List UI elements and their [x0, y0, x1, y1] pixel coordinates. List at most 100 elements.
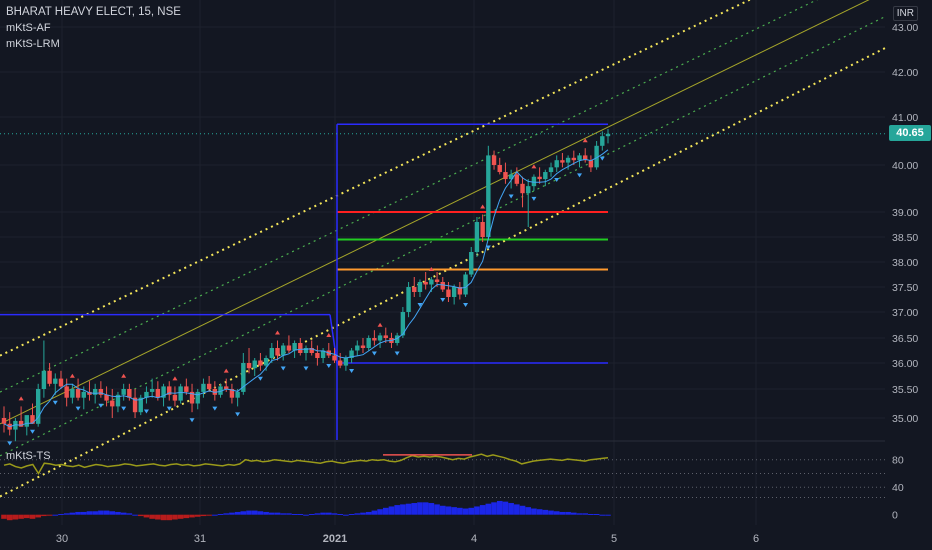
price-tick-label: 40.00	[892, 160, 918, 172]
time-axis[interactable]: 30 31 2021 4 5 6	[56, 533, 759, 545]
candle-up	[600, 136, 605, 146]
ts-tick-label: 0	[892, 510, 898, 522]
ts-histogram-bar	[63, 513, 70, 515]
ts-histogram-bar	[1, 514, 7, 519]
candle-down	[172, 394, 178, 401]
candle-down	[583, 155, 588, 161]
candle-down	[480, 222, 485, 237]
signal-arrow	[599, 156, 605, 161]
indicator-af-label[interactable]: mKtS-AF	[6, 22, 51, 34]
ts-histogram-bar	[377, 509, 383, 515]
candle-down	[98, 389, 104, 395]
ts-histogram-bar	[599, 514, 606, 516]
candle-up	[81, 391, 86, 398]
ts-histogram-bar	[132, 514, 138, 516]
ts-histogram-bar	[343, 514, 349, 516]
ts-histogram-bar	[525, 507, 532, 515]
candle-down	[229, 389, 235, 398]
indicator-lrm-label[interactable]: mKtS-LRM	[6, 38, 60, 50]
ts-histogram-bar	[451, 507, 457, 515]
candle-down	[132, 397, 138, 413]
ts-histogram-bar	[92, 511, 98, 515]
ts-histogram-bar	[86, 511, 93, 515]
ts-histogram-bar	[394, 505, 400, 515]
price-tick-label: 37.50	[892, 282, 918, 294]
candle-up	[149, 389, 155, 392]
candle-up	[377, 335, 383, 341]
signal-arrow	[235, 412, 241, 417]
candle-up	[366, 338, 371, 348]
ts-histogram-bar	[223, 513, 230, 515]
candle-down	[588, 160, 594, 168]
ts-histogram-bar	[263, 511, 269, 515]
candle-up	[35, 389, 41, 424]
ts-histogram-bar	[553, 511, 560, 515]
ts-histogram-bar	[422, 502, 429, 515]
candle-up	[218, 386, 223, 395]
ts-histogram-bar	[189, 514, 195, 518]
ts-histogram-bar	[23, 514, 30, 519]
ts-histogram-bar	[80, 511, 87, 515]
ts-histogram-bar	[280, 513, 287, 515]
candle-up	[355, 345, 360, 351]
ts-histogram-bar	[46, 514, 53, 516]
candle-down	[1, 418, 7, 424]
price-tick-label: 41.00	[892, 112, 918, 124]
signal-arrow	[326, 364, 332, 368]
ts-histogram-bar	[485, 503, 492, 515]
time-tick-label: 31	[194, 533, 206, 545]
ts-histogram-bar	[325, 512, 332, 515]
candle-down	[520, 183, 525, 194]
candle-down	[167, 386, 172, 395]
candle-up	[451, 287, 457, 297]
ts-indicator-panel[interactable]	[0, 453, 885, 521]
time-tick-label: 4	[471, 533, 477, 545]
ts-histogram-bar	[206, 514, 212, 516]
ts-histogram-bar	[462, 508, 469, 515]
price-tick-label: 38.00	[892, 257, 918, 269]
signal-arrow	[485, 245, 491, 250]
currency-badge[interactable]: INR	[892, 6, 918, 21]
candlestick-series[interactable]	[1, 129, 611, 442]
signal-arrow	[166, 406, 172, 411]
price-axis[interactable]: 43.00 42.00 41.00 40.00 39.00 38.50 38.00 37.50…	[892, 22, 918, 522]
candle-down	[127, 389, 132, 398]
signal-arrow	[75, 406, 81, 411]
candle-down	[189, 391, 195, 404]
ts-histogram-bar	[240, 511, 247, 515]
candle-down	[30, 415, 35, 424]
symbol-title[interactable]: BHARAT HEAVY ELECT, 15, NSE	[6, 6, 181, 18]
candle-down	[383, 335, 388, 338]
signal-arrows	[7, 138, 605, 446]
ts-histogram-bar	[103, 510, 110, 515]
candle-up	[543, 172, 548, 180]
ts-histogram-bar	[98, 510, 104, 515]
candle-down	[224, 386, 229, 389]
candle-up	[469, 252, 474, 275]
ts-histogram-bar	[337, 514, 343, 516]
ts-histogram-bar	[286, 513, 292, 515]
candle-up	[92, 389, 98, 395]
channel-inner-lower	[0, 16, 886, 457]
ts-histogram-bar	[183, 514, 190, 519]
ts-histogram-bar	[588, 514, 594, 516]
candle-up	[605, 133, 611, 137]
ts-tick-label: 80	[892, 455, 904, 467]
candle-up	[343, 358, 349, 366]
signal-arrow	[417, 303, 423, 307]
ts-histogram-bar	[41, 514, 47, 517]
ts-histogram-bar	[542, 509, 549, 515]
indicator-ts-label[interactable]: mKtS-TS	[6, 450, 51, 462]
ts-histogram-bar	[428, 503, 435, 515]
candle-up	[138, 397, 143, 413]
candle-up	[320, 350, 326, 358]
candle-down	[372, 338, 377, 341]
signal-arrow-down	[172, 376, 178, 381]
candle-up	[349, 350, 354, 358]
candle-up	[241, 363, 246, 392]
price-tick-label: 37.00	[892, 307, 918, 319]
signal-arrow	[189, 418, 195, 423]
candle-down	[423, 282, 428, 285]
candle-down	[104, 394, 109, 401]
